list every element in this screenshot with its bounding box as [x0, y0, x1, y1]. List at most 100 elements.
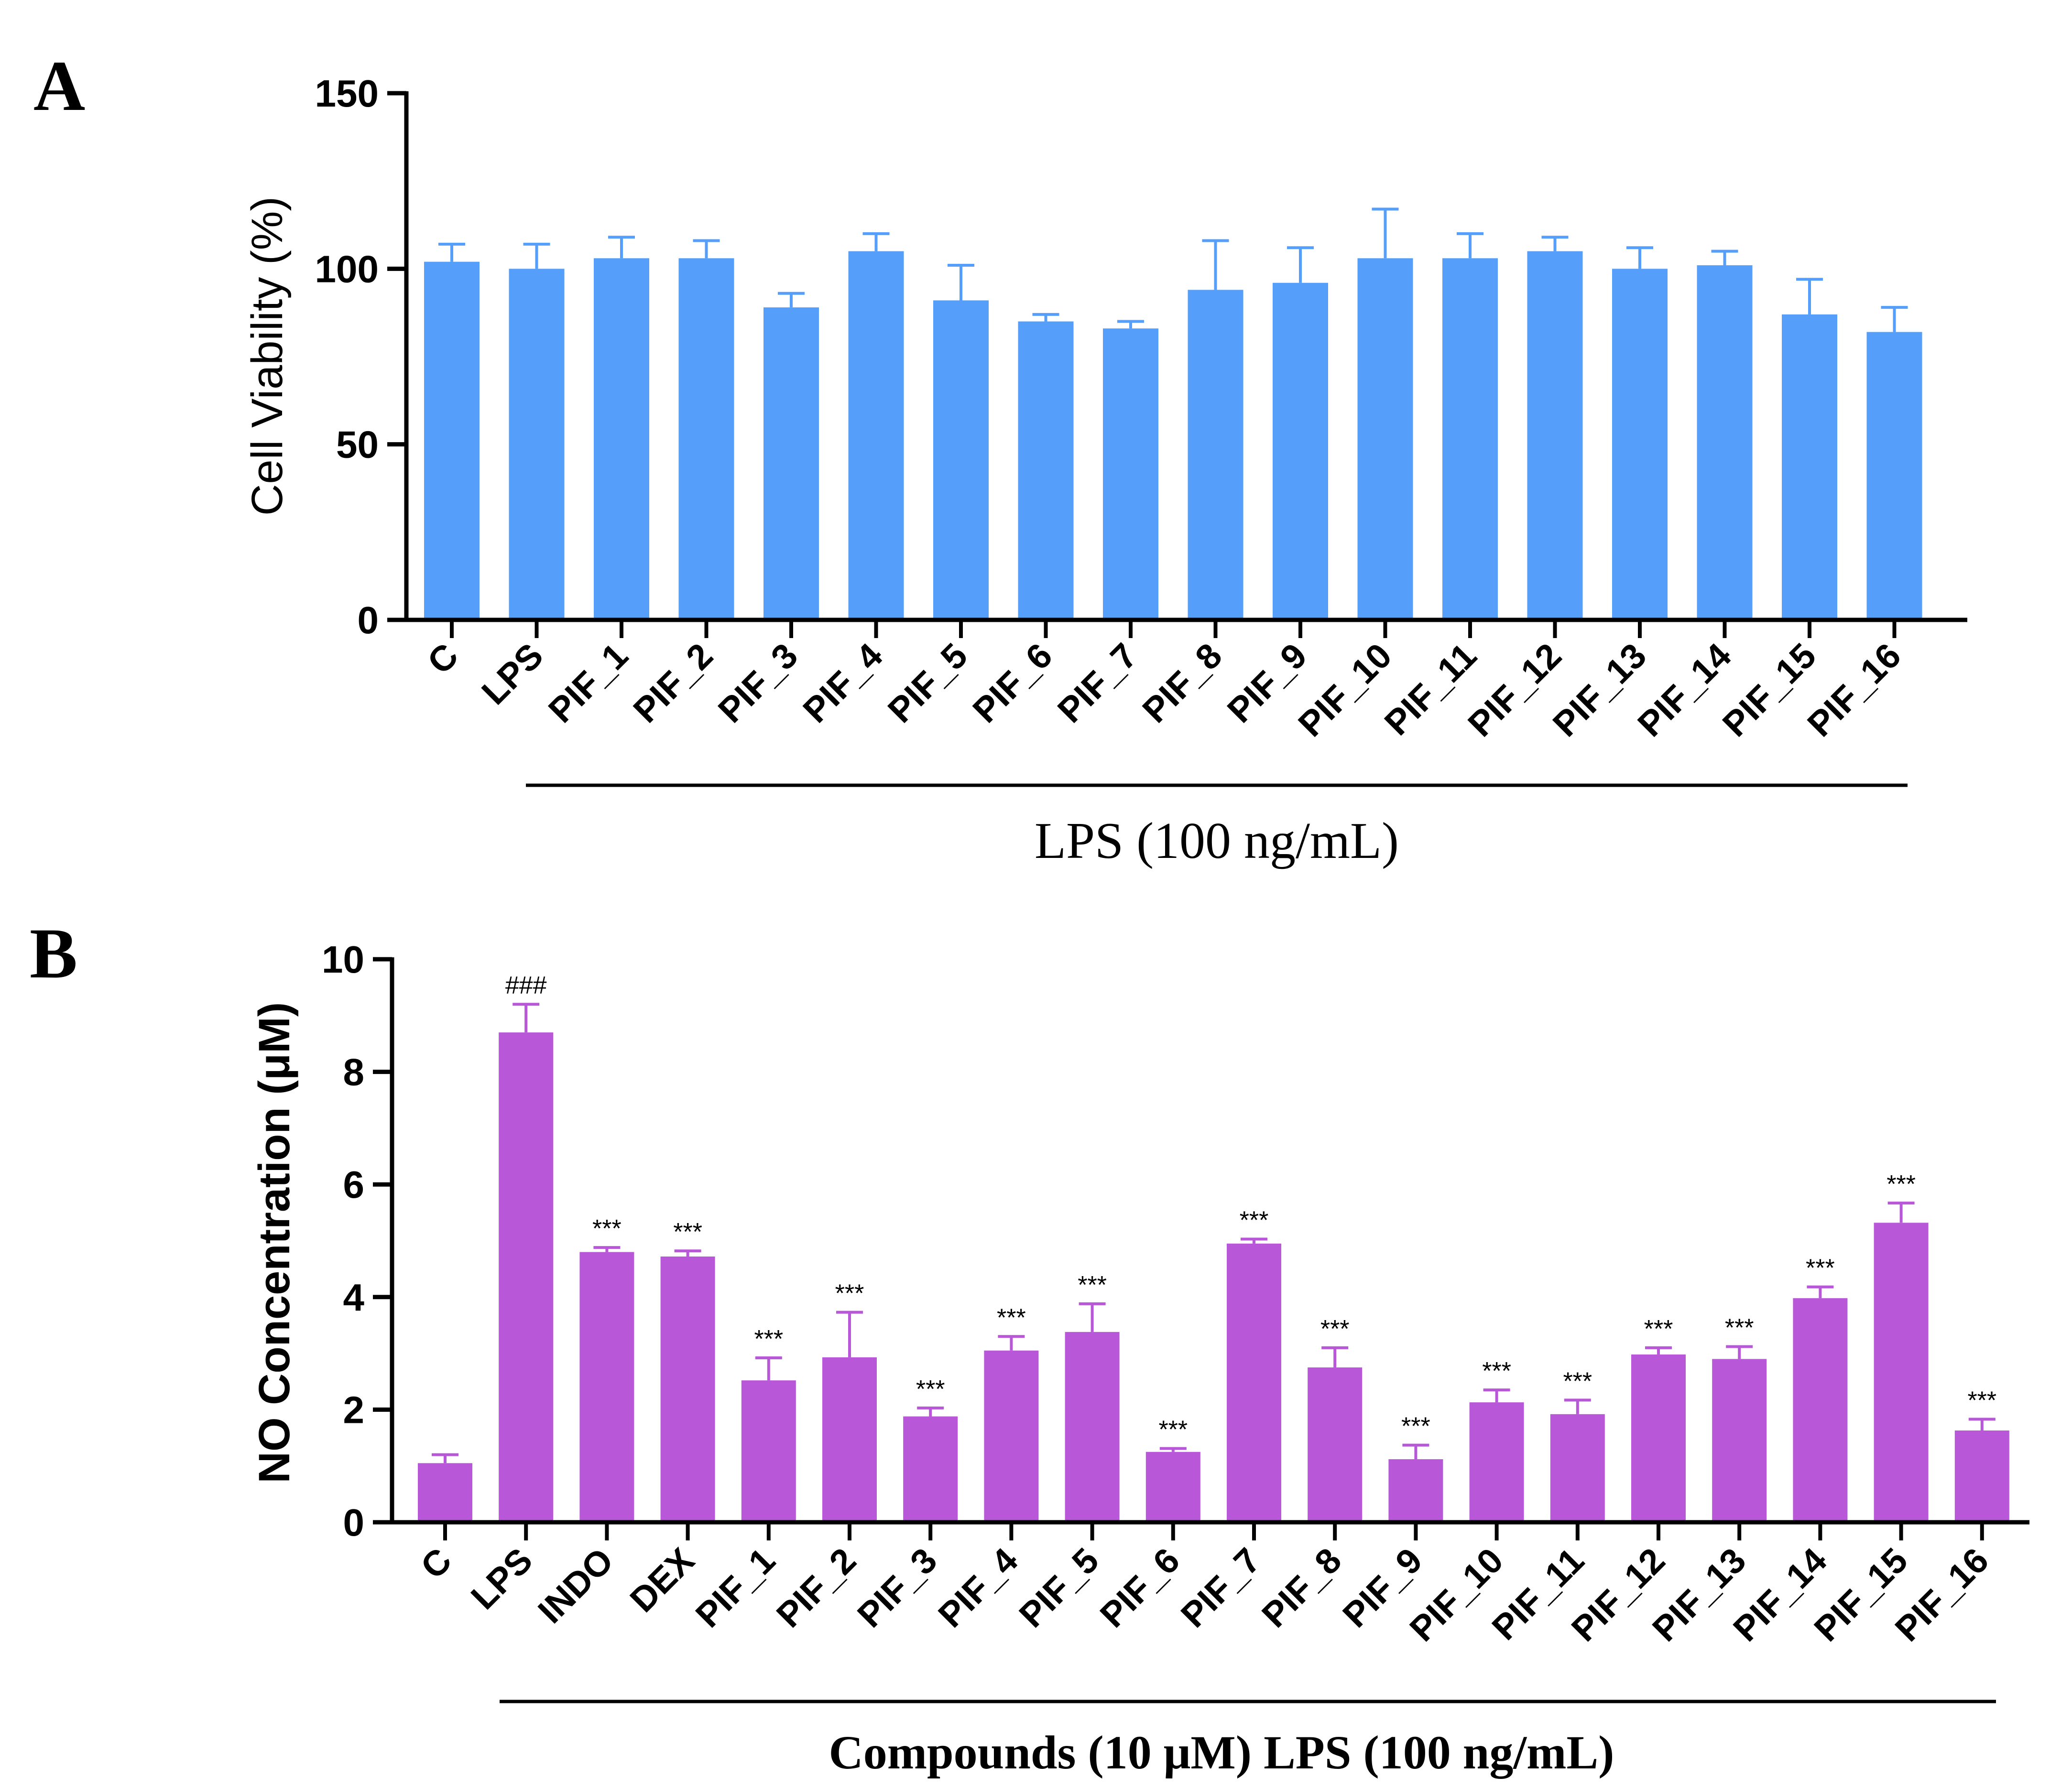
bar [1712, 1359, 1767, 1522]
x-tick-label: PIF_12 [1460, 636, 1569, 744]
x-tick-label: INDO [530, 1540, 621, 1631]
bar [418, 1463, 472, 1522]
x-tick-label: PIF_7 [1173, 1540, 1268, 1635]
significance-label: *** [1725, 1314, 1754, 1342]
x-tick-label: PIF_10 [1290, 636, 1399, 744]
x-tick-label: PIF_3 [710, 636, 805, 730]
x-tick-label: PIF_11 [1377, 636, 1484, 743]
y-tick-label: 0 [343, 1501, 365, 1544]
y-tick-label: 10 [322, 938, 364, 981]
panel-a-ylabel: Cell Viability (%) [243, 196, 292, 516]
bar [1388, 1459, 1443, 1522]
significance-label: *** [592, 1215, 622, 1243]
x-tick-label: PIF_6 [965, 636, 1060, 730]
x-tick-label: PIF_8 [1135, 636, 1230, 730]
bar [1793, 1298, 1848, 1522]
x-tick-label: PIF_6 [1092, 1540, 1187, 1635]
x-tick-label: PIF_5 [1012, 1540, 1106, 1635]
bar [1469, 1402, 1524, 1522]
y-tick-label: 8 [343, 1051, 365, 1094]
significance-label: *** [1967, 1387, 1996, 1414]
bar [903, 1416, 958, 1522]
panel-a-y-axis: 0 50 100 150 [315, 72, 409, 641]
y-tick-label: 2 [343, 1388, 365, 1431]
bar [1866, 332, 1922, 620]
significance-label: *** [1644, 1315, 1673, 1343]
bar [741, 1380, 796, 1522]
bar [1612, 269, 1668, 620]
bar [1550, 1414, 1605, 1522]
significance-label: *** [916, 1376, 945, 1403]
bar [1697, 265, 1753, 620]
x-tick-label: PIF_5 [880, 636, 975, 730]
bar [848, 251, 904, 620]
panel-a-bars [424, 207, 1922, 620]
bar [424, 261, 480, 620]
x-tick-label: PIF_4 [796, 636, 890, 730]
x-tick-label: PIF_4 [930, 1540, 1025, 1635]
bar [984, 1350, 1039, 1522]
x-tick-label: PIF_2 [769, 1540, 863, 1635]
x-tick-label: PIF_3 [850, 1540, 944, 1635]
x-tick-label: PIF_10 [1402, 1540, 1511, 1649]
significance-label: ### [505, 972, 547, 999]
panel-b-y-axis: 0 2 4 6 8 10 [322, 938, 394, 1544]
x-tick-label: C [420, 636, 466, 682]
bar [1065, 1332, 1120, 1522]
bar [1018, 321, 1074, 620]
x-tick-label: PIF_1 [541, 636, 635, 730]
significance-label: *** [1078, 1271, 1107, 1299]
significance-label: *** [1482, 1357, 1511, 1385]
significance-label: *** [997, 1304, 1026, 1332]
significance-label: *** [754, 1325, 783, 1353]
bar [1273, 282, 1328, 620]
bar [763, 307, 819, 620]
x-tick-label: C [413, 1540, 459, 1586]
bar [1188, 290, 1243, 620]
x-tick-label: PIF_2 [626, 636, 720, 730]
y-tick-label: 50 [336, 423, 379, 466]
x-tick-label: LPS [474, 636, 550, 712]
x-tick-label: PIF_13 [1545, 636, 1654, 744]
x-tick-label: PIF_16 [1887, 1540, 1996, 1649]
y-tick-label: 0 [358, 599, 379, 641]
significance-label: *** [1806, 1255, 1835, 1282]
panel-b-ylabel: NO Concentration (μM) [250, 1002, 299, 1484]
bar [1631, 1354, 1686, 1522]
y-tick-label: 100 [315, 248, 379, 290]
significance-label: *** [1563, 1367, 1592, 1395]
panel-a-x-axis: C LPSPIF_1PIF_2PIF_3PIF_4PIF_5PIF_6PIF_7P… [404, 618, 1967, 744]
significance-label: *** [1401, 1413, 1430, 1441]
panel-b: B NO Concentration (μM) 0 2 4 6 8 10 ### *** **… [30, 914, 2029, 1779]
x-tick-label: PIF_15 [1715, 636, 1823, 744]
bar [678, 258, 734, 620]
significance-label: *** [673, 1218, 702, 1246]
y-tick-label: 4 [343, 1276, 365, 1319]
bar [933, 300, 989, 620]
y-tick-label: 150 [315, 72, 379, 115]
panel-b-bars: ### *** *** *** *** *** *** *** *** *** *** *** *** *… [418, 972, 2009, 1522]
x-tick-label: PIF_8 [1254, 1540, 1349, 1635]
significance-label: *** [1320, 1315, 1350, 1343]
bar [1527, 251, 1583, 620]
bar [594, 258, 649, 620]
significance-label: *** [1240, 1206, 1269, 1234]
x-tick-label: PIF_16 [1799, 636, 1908, 744]
x-tick-label: LPS [463, 1540, 540, 1617]
panel-b-group-label: Compounds (10 μM) LPS (100 ng/mL) [829, 1726, 1614, 1779]
bar [579, 1252, 634, 1522]
bar [1308, 1367, 1363, 1522]
bar [1227, 1243, 1281, 1522]
bar [1442, 258, 1498, 620]
bar [660, 1256, 715, 1522]
panel-b-label: B [30, 914, 77, 993]
bar [1145, 1452, 1200, 1522]
significance-label: *** [1887, 1170, 1916, 1198]
bar [1357, 258, 1413, 620]
panel-a-group-label: LPS (100 ng/mL) [1035, 813, 1399, 869]
x-tick-label: PIF_7 [1050, 636, 1145, 730]
significance-label: *** [835, 1280, 864, 1308]
